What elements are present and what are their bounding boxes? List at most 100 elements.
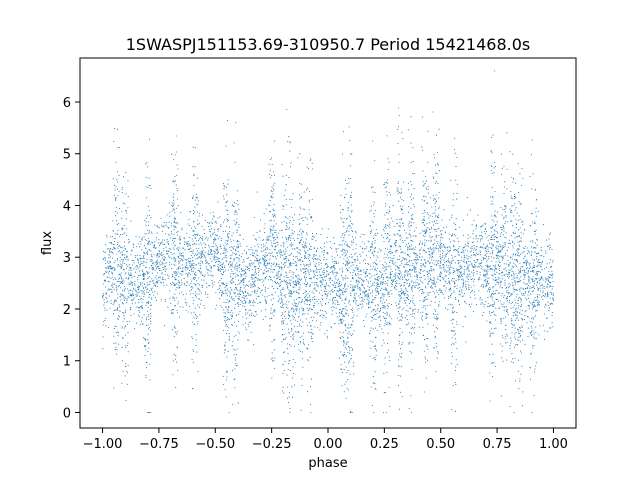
data-point — [229, 258, 232, 260]
data-point — [370, 209, 372, 211]
data-point — [121, 265, 123, 267]
data-point — [374, 247, 376, 249]
data-point — [388, 323, 391, 325]
data-point — [234, 264, 236, 266]
data-point — [387, 168, 389, 171]
data-point — [375, 349, 377, 351]
data-point — [473, 280, 475, 282]
data-point — [534, 368, 536, 370]
data-point — [150, 308, 152, 310]
data-point — [173, 282, 175, 284]
data-point — [404, 317, 406, 319]
data-point — [439, 301, 441, 303]
data-point — [185, 273, 187, 275]
data-point — [343, 314, 345, 316]
data-point — [164, 325, 166, 327]
data-point — [363, 291, 366, 293]
data-point — [413, 230, 415, 232]
data-point — [229, 287, 232, 289]
data-point — [149, 317, 151, 320]
data-point — [283, 242, 285, 244]
data-point — [148, 229, 150, 232]
data-point — [538, 259, 540, 261]
data-point — [174, 257, 176, 259]
data-point — [178, 261, 180, 263]
data-point — [199, 238, 201, 240]
data-point — [486, 236, 488, 238]
data-point — [500, 319, 502, 321]
data-point — [386, 322, 388, 324]
data-point — [525, 255, 527, 257]
data-point — [301, 299, 303, 301]
data-point — [164, 262, 166, 264]
data-point — [468, 270, 470, 272]
data-point — [375, 350, 377, 352]
data-point — [122, 278, 124, 280]
data-point — [417, 309, 420, 311]
data-point — [313, 304, 316, 307]
data-point — [490, 136, 493, 139]
data-point — [226, 318, 228, 321]
data-point — [472, 311, 475, 313]
data-point — [148, 314, 150, 316]
data-point — [385, 323, 387, 326]
data-point — [157, 261, 159, 263]
data-point — [214, 229, 216, 231]
data-point — [166, 274, 168, 276]
data-point — [223, 329, 225, 332]
data-point — [141, 238, 143, 240]
data-point — [391, 285, 393, 287]
data-point — [385, 227, 387, 229]
data-point — [138, 315, 140, 317]
data-point — [511, 270, 513, 272]
data-point — [283, 392, 285, 394]
data-point — [208, 222, 210, 224]
data-point — [288, 260, 290, 262]
data-point — [111, 257, 114, 259]
data-point — [305, 251, 307, 253]
data-point — [233, 257, 235, 259]
data-point — [424, 236, 426, 238]
data-point — [359, 253, 361, 255]
data-point — [419, 272, 422, 274]
data-point — [491, 260, 493, 262]
data-point — [551, 288, 553, 290]
data-point — [235, 354, 237, 356]
data-point — [429, 215, 431, 217]
data-point — [170, 251, 172, 254]
data-point — [517, 272, 520, 274]
data-point — [252, 302, 254, 304]
data-point — [209, 225, 211, 227]
data-point — [131, 293, 133, 295]
data-point — [264, 232, 266, 234]
data-point — [500, 236, 502, 238]
data-point — [531, 188, 533, 190]
data-point — [386, 342, 389, 345]
data-point — [330, 290, 332, 292]
data-point — [235, 295, 237, 297]
data-point — [192, 257, 194, 259]
data-point — [201, 286, 203, 288]
data-point — [408, 303, 410, 305]
data-point — [283, 315, 286, 317]
data-point — [444, 281, 446, 283]
data-point — [420, 288, 422, 290]
data-point — [332, 302, 334, 304]
data-point — [226, 329, 228, 332]
data-point — [263, 243, 265, 245]
data-point — [193, 277, 195, 279]
data-point — [523, 271, 525, 273]
data-point — [515, 277, 517, 279]
data-point — [481, 302, 483, 304]
data-point — [160, 281, 162, 283]
data-point — [339, 331, 341, 333]
data-point — [335, 274, 337, 276]
data-point — [399, 299, 401, 301]
data-point — [472, 241, 474, 243]
data-point — [368, 241, 370, 243]
data-point — [541, 295, 543, 297]
data-point — [184, 267, 187, 269]
data-point — [294, 331, 296, 333]
data-point — [203, 254, 205, 257]
data-point — [533, 301, 535, 304]
